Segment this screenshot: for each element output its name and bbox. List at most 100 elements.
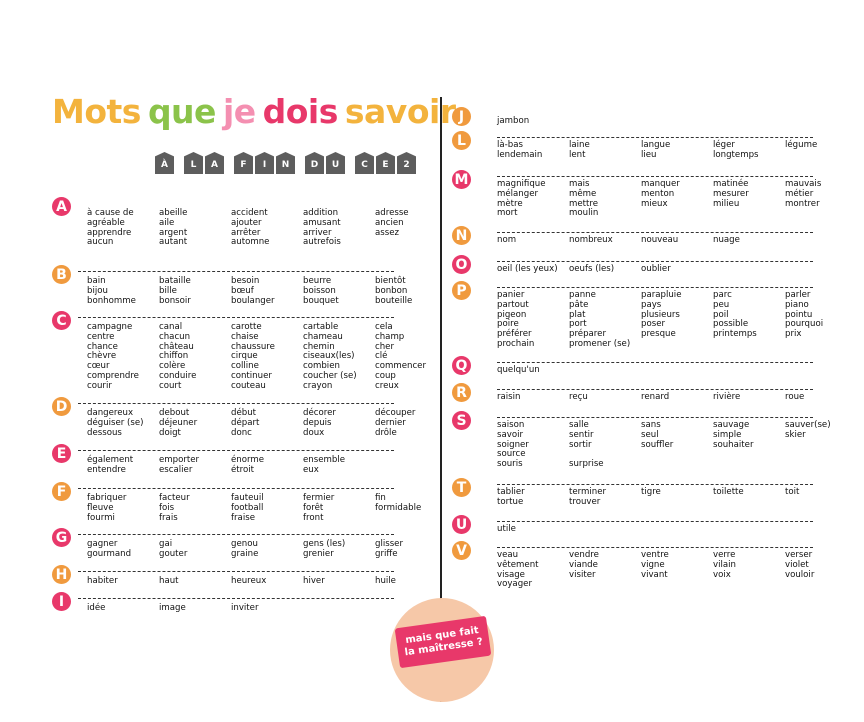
word: carotte bbox=[231, 322, 262, 332]
word: renard bbox=[641, 392, 670, 402]
word: fourmi bbox=[87, 512, 115, 523]
word: jambon bbox=[497, 116, 530, 126]
word-row: également emporter énorme ensemble bbox=[87, 455, 447, 466]
word: possible bbox=[713, 319, 749, 330]
section-letter-q: Q bbox=[452, 356, 471, 375]
word: combien bbox=[303, 361, 340, 372]
section-letter-h: H bbox=[52, 565, 71, 584]
word: montrer bbox=[785, 198, 820, 209]
word-row: gourmand gouter graine grenier griffe bbox=[87, 548, 447, 560]
subtitle-tag-letter: A bbox=[205, 152, 224, 174]
word bbox=[375, 514, 447, 524]
word: préférer bbox=[497, 329, 532, 340]
word: creux bbox=[375, 380, 399, 391]
word: étroit bbox=[231, 464, 255, 475]
word-row: poire port poser possible pourquoi bbox=[497, 320, 857, 330]
word: cartable bbox=[303, 322, 339, 332]
word: pâte bbox=[569, 299, 589, 310]
word: gouter bbox=[159, 548, 188, 559]
word: bataille bbox=[159, 276, 191, 286]
word: plusieurs bbox=[641, 309, 680, 320]
word: matinée bbox=[713, 179, 749, 189]
word: vêtement bbox=[497, 559, 539, 570]
word bbox=[641, 580, 713, 590]
word: commencer bbox=[375, 361, 427, 372]
word: colère bbox=[159, 361, 186, 372]
word: voyager bbox=[497, 579, 532, 590]
word: bientôt bbox=[375, 276, 406, 286]
word: fleuve bbox=[87, 502, 114, 513]
word: hiver bbox=[303, 576, 325, 586]
word bbox=[785, 498, 857, 508]
word-row: prochain promener (se) bbox=[497, 339, 857, 350]
word: tablier bbox=[497, 487, 525, 497]
word bbox=[785, 525, 857, 535]
word: raisin bbox=[497, 392, 521, 402]
word: cher bbox=[375, 341, 394, 352]
section-letter-s: S bbox=[452, 411, 471, 430]
word: court bbox=[159, 380, 182, 391]
word: viande bbox=[569, 559, 598, 570]
word: automne bbox=[231, 237, 270, 248]
word: seul bbox=[641, 429, 659, 440]
word: bonsoir bbox=[159, 295, 191, 306]
section-letter-v: V bbox=[452, 541, 471, 560]
word: gai bbox=[159, 539, 173, 549]
title-word: dois bbox=[262, 92, 339, 131]
word-row: entendre escalier étroit eux bbox=[87, 464, 447, 476]
word: nouveau bbox=[641, 235, 679, 245]
word: mort bbox=[497, 208, 518, 219]
word: ajouter bbox=[231, 217, 262, 228]
word: heureux bbox=[231, 576, 267, 586]
word: salle bbox=[569, 420, 589, 430]
word bbox=[785, 209, 857, 219]
word: manquer bbox=[641, 179, 680, 189]
word-row: savoir sentir seul simple skier bbox=[497, 429, 857, 441]
title-word: que bbox=[147, 92, 217, 131]
word-row: bonhomme bonsoir boulanger bouquet bouteille bbox=[87, 295, 447, 307]
word-row: bain bataille besoin beurre bientôt bbox=[87, 276, 447, 287]
subtitle-tag-letter: D bbox=[305, 152, 324, 174]
word: dernier bbox=[375, 417, 406, 428]
word: campagne bbox=[87, 322, 133, 332]
word: vendre bbox=[569, 550, 599, 560]
word: crayon bbox=[303, 380, 333, 391]
word: skier bbox=[785, 429, 806, 440]
word: énorme bbox=[231, 455, 265, 465]
word-row: préférer préparer presque printemps prix bbox=[497, 330, 857, 340]
word-row: dessous doigt donc doux drôle bbox=[87, 427, 447, 439]
word-row: courir court couteau crayon creux bbox=[87, 380, 447, 392]
subtitle-tag-letter: L bbox=[184, 152, 203, 174]
word bbox=[785, 151, 857, 161]
section-separator bbox=[497, 176, 813, 177]
subtitle-tag-letter: À bbox=[155, 152, 174, 174]
word-row: visage visiter vivant voix vouloir bbox=[497, 570, 857, 581]
word bbox=[641, 340, 713, 350]
word: parapluie bbox=[641, 290, 682, 300]
word: autant bbox=[159, 237, 188, 248]
word bbox=[641, 117, 713, 127]
word: léger bbox=[713, 140, 735, 150]
word: griffe bbox=[375, 548, 398, 559]
word-row: là-bas laine langue léger légume bbox=[497, 140, 857, 151]
word-row: chèvre chiffon cirque ciseaux(les) clé bbox=[87, 352, 447, 362]
word: parler bbox=[785, 290, 811, 300]
word-row: magnifique mais manquer matinée mauvais bbox=[497, 179, 857, 190]
word: boulanger bbox=[231, 295, 275, 306]
word bbox=[713, 525, 785, 535]
word-row: idée image inviter bbox=[87, 603, 447, 614]
word: mais bbox=[569, 179, 590, 189]
word: souhaiter bbox=[713, 439, 754, 450]
word bbox=[713, 366, 785, 376]
word: donc bbox=[231, 427, 252, 438]
word: cela bbox=[375, 322, 393, 332]
word: souffler bbox=[641, 439, 674, 450]
word: oublier bbox=[641, 264, 671, 274]
word-row: campagne canal carotte cartable cela bbox=[87, 322, 447, 333]
section-separator bbox=[78, 571, 394, 572]
subtitle-tag-letter: F bbox=[234, 152, 253, 174]
section-separator bbox=[78, 403, 394, 404]
word: chameau bbox=[303, 331, 343, 342]
word: pays bbox=[641, 299, 662, 310]
word: coucher (se) bbox=[303, 371, 357, 381]
